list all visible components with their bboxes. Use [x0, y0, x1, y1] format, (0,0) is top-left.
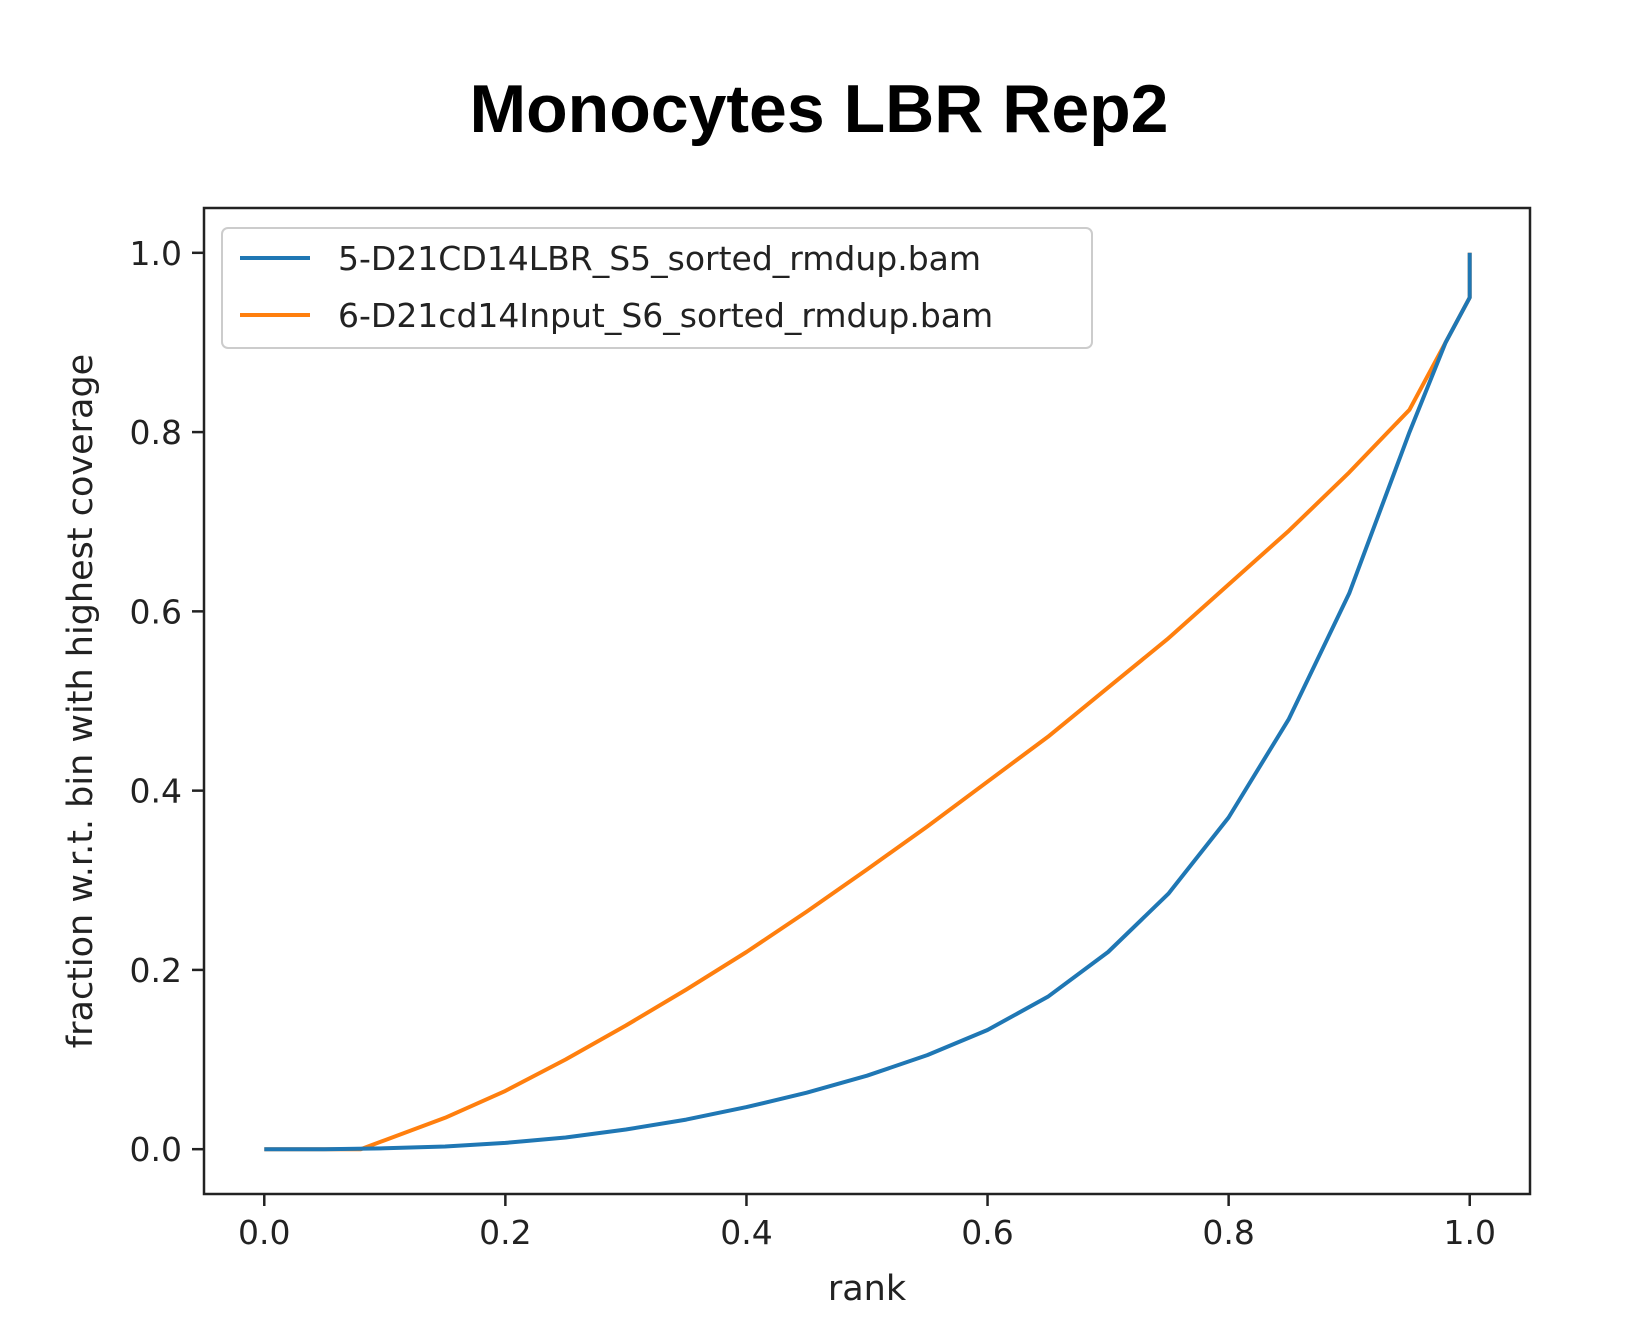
legend-label-2: 6-D21cd14Input_S6_sorted_rmdup.bam	[338, 296, 993, 335]
y-tick-label: 0.4	[130, 772, 182, 811]
legend-label-1: 5-D21CD14LBR_S5_sorted_rmdup.bam	[338, 239, 981, 278]
x-axis-label: rank	[828, 1269, 907, 1309]
x-tick-label: 0.8	[1202, 1213, 1254, 1252]
series-line-1	[264, 252, 1472, 1152]
legend: 5-D21CD14LBR_S5_sorted_rmdup.bam 6-D21cd1…	[221, 227, 1093, 349]
plot-area-frame	[202, 206, 1532, 1196]
y-tick-label: 1.0	[130, 234, 182, 273]
series-line-2	[264, 252, 1472, 1152]
y-axis-label: fraction w.r.t. bin with highest coverag…	[61, 354, 101, 1048]
x-tick-label: 0.0	[238, 1213, 290, 1252]
x-tick-label: 0.4	[720, 1213, 772, 1252]
series-lines	[264, 252, 1472, 1152]
y-tick-label: 0.8	[130, 413, 182, 452]
chart-title: Monocytes LBR Rep2	[469, 71, 1169, 147]
y-axis: 0.0 0.2 0.4 0.6 0.8 1.0	[130, 234, 204, 1169]
x-tick-label: 1.0	[1443, 1213, 1495, 1252]
legend-box	[221, 227, 1093, 349]
y-tick-label: 0.2	[130, 951, 182, 990]
x-axis: 0.0 0.2 0.4 0.6 0.8 1.0	[238, 1194, 1496, 1252]
x-tick-label: 0.6	[961, 1213, 1013, 1252]
y-tick-label: 0.6	[130, 592, 182, 631]
x-tick-label: 0.2	[479, 1213, 531, 1252]
y-tick-label: 0.0	[130, 1130, 182, 1169]
